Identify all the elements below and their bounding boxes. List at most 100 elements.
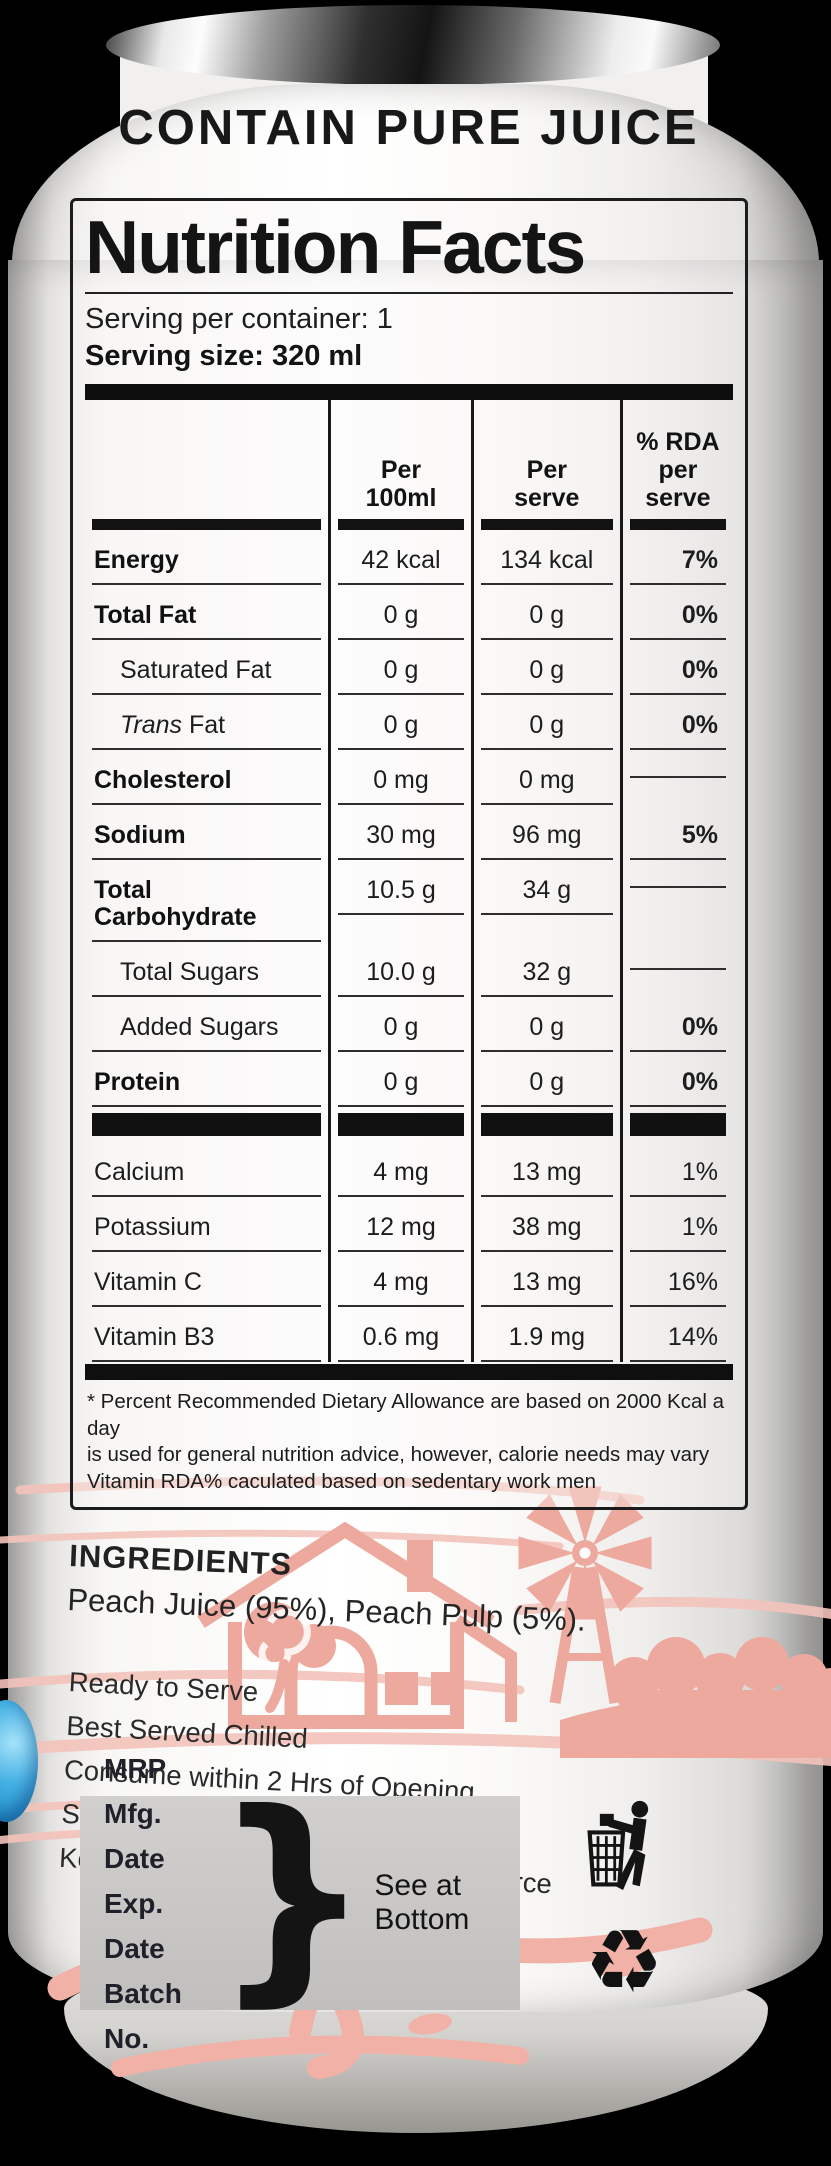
nutrient-name-cell: Added Sugars bbox=[85, 997, 332, 1052]
per-serve-cell: 38 mg bbox=[474, 1197, 623, 1252]
per-100ml-value: 4 mg bbox=[338, 1142, 464, 1197]
nutrient-name-cell: Cholesterol bbox=[85, 750, 332, 805]
per-100ml-cell: 10.5 g bbox=[331, 860, 474, 942]
per-serve-value: 34 g bbox=[480, 860, 613, 915]
mrp-label-list: MRP Mfg. Date Exp. Date Batch No. bbox=[80, 1746, 204, 2061]
table-header-row: Per 100ml Per serve % RDA per serve bbox=[85, 400, 733, 530]
per-100ml-cell: 10.0 g bbox=[331, 942, 474, 997]
rda-cell bbox=[623, 942, 733, 997]
per-100ml-value: 0 g bbox=[338, 1052, 464, 1107]
per-serve-cell: 0 g bbox=[474, 695, 623, 750]
rda-cell: 5% bbox=[623, 805, 733, 860]
table-row: Energy 42 kcal 134 kcal 7% bbox=[85, 530, 733, 585]
section-separator-row bbox=[85, 1107, 733, 1142]
rda-cell: 16% bbox=[623, 1252, 733, 1307]
nutrient-name: Saturated Fat bbox=[120, 656, 272, 684]
per-serve-cell: 0 g bbox=[474, 585, 623, 640]
nutrient-name-cell: Sodium bbox=[85, 805, 332, 860]
header-per-serve: Per serve bbox=[474, 400, 623, 530]
nutrient-name: Total Sugars bbox=[120, 958, 259, 986]
nutrition-facts-panel: Nutrition Facts Serving per container: 1… bbox=[70, 198, 748, 1510]
farm-scene-art bbox=[0, 1476, 831, 2079]
per-serve-cell: 0 g bbox=[474, 997, 623, 1052]
serving-per-container: Serving per container: 1 bbox=[85, 303, 393, 335]
serving-size: Serving size: 320 ml bbox=[85, 340, 363, 372]
per-100ml-cell: 0 mg bbox=[331, 750, 474, 805]
per-serve-cell: 134 kcal bbox=[474, 530, 623, 585]
ground bbox=[560, 1696, 831, 1758]
rda-value: 0% bbox=[629, 640, 726, 695]
header-bar bbox=[92, 519, 322, 530]
header-bar bbox=[338, 519, 464, 530]
per-serve-value: 0 mg bbox=[480, 750, 613, 805]
per-100ml-cell: 30 mg bbox=[331, 805, 474, 860]
per-serve-value: 134 kcal bbox=[480, 530, 613, 585]
rda-cell bbox=[623, 750, 733, 805]
per-serve-value: 13 mg bbox=[480, 1252, 613, 1307]
rda-cell: 0% bbox=[623, 640, 733, 695]
header-bar bbox=[629, 519, 726, 530]
per-serve-value: 13 mg bbox=[480, 1142, 613, 1197]
nutrient-name: Potassium bbox=[94, 1213, 211, 1241]
per-100ml-value: 10.0 g bbox=[338, 942, 464, 997]
tidy-man-icon bbox=[587, 1800, 649, 1890]
nutrient-name-cell: Calcium bbox=[85, 1142, 332, 1197]
per-100ml-value: 0 g bbox=[338, 585, 464, 640]
separator-bar bbox=[629, 1113, 726, 1136]
disposal-icons: ♻ bbox=[576, 1798, 672, 2008]
per-100ml-cell: 0 g bbox=[331, 1052, 474, 1107]
separator-bar bbox=[480, 1113, 613, 1136]
header-rda: % RDA per serve bbox=[623, 400, 733, 530]
table-row: Cholesterol 0 mg 0 mg bbox=[85, 750, 733, 805]
ingredients-section: INGREDIENTS Peach Juice (95%), Peach Pul… bbox=[67, 1538, 748, 1645]
nutrient-name-cell: Vitamin B3 bbox=[85, 1307, 332, 1362]
per-serve-value: 38 mg bbox=[480, 1197, 613, 1252]
header-bar bbox=[480, 519, 613, 530]
rda-cell: 14% bbox=[623, 1307, 733, 1362]
rda-cell: 0% bbox=[623, 695, 733, 750]
per-100ml-cell: 42 kcal bbox=[331, 530, 474, 585]
bushes-icon bbox=[560, 1637, 831, 1758]
per-100ml-cell: 0 g bbox=[331, 585, 474, 640]
nutrient-name: Fat bbox=[182, 711, 226, 739]
nutrient-name-cell: Total Sugars bbox=[85, 942, 332, 997]
rda-cell: 0% bbox=[623, 585, 733, 640]
nutrient-name-cell: Total Fat bbox=[85, 585, 332, 640]
per-serve-cell: 96 mg bbox=[474, 805, 623, 860]
nutrient-name-cell: Potassium bbox=[85, 1197, 332, 1252]
per-serve-value: 0 g bbox=[480, 585, 613, 640]
table-row: Vitamin C 4 mg 13 mg 16% bbox=[85, 1252, 733, 1307]
nutrient-name: Vitamin C bbox=[94, 1268, 202, 1296]
nutrient-name-cell: Total Carbohydrate bbox=[85, 860, 332, 942]
rda-cell: 0% bbox=[623, 1052, 733, 1107]
brace-glyph: } bbox=[212, 1765, 373, 2027]
rda-value: 0% bbox=[629, 1052, 726, 1107]
rda-cell: 1% bbox=[623, 1142, 733, 1197]
rda-value bbox=[629, 750, 726, 778]
table-row: Total Carbohydrate 10.5 g 34 g bbox=[85, 860, 733, 942]
mrp-label: MRP bbox=[104, 1752, 167, 1784]
per-100ml-value: 4 mg bbox=[338, 1252, 464, 1307]
nutrient-name-cell: Energy bbox=[85, 530, 332, 585]
mrp-info-box: MRP Mfg. Date Exp. Date Batch No. } See … bbox=[80, 1753, 520, 2054]
table-row: Saturated Fat 0 g 0 g 0% bbox=[85, 640, 733, 695]
per-100ml-value: 10.5 g bbox=[338, 860, 464, 915]
mrp-label: Batch No. bbox=[104, 1977, 182, 2054]
per-serve-cell: 13 mg bbox=[474, 1142, 623, 1197]
per-serve-value: 1.9 mg bbox=[480, 1307, 613, 1362]
nutrient-name-cell: Vitamin C bbox=[85, 1252, 332, 1307]
recycle-icon: ♻ bbox=[584, 1910, 664, 2013]
per-100ml-cell: 0 g bbox=[331, 997, 474, 1052]
per-100ml-cell: 12 mg bbox=[331, 1197, 474, 1252]
per-100ml-value: 0.6 mg bbox=[338, 1307, 464, 1362]
nutrient-name: Protein bbox=[94, 1068, 181, 1096]
separator-bar bbox=[338, 1113, 464, 1136]
house-icon bbox=[197, 1521, 517, 1729]
table-row: Total Fat 0 g 0 g 0% bbox=[85, 585, 733, 640]
per-100ml-cell: 0 g bbox=[331, 695, 474, 750]
per-100ml-value: 0 g bbox=[338, 997, 464, 1052]
per-100ml-value: 0 g bbox=[338, 640, 464, 695]
per-100ml-value: 0 g bbox=[338, 695, 464, 750]
main-nutrient-rows: Energy 42 kcal 134 kcal 7% Total Fat 0 g… bbox=[85, 530, 733, 1107]
